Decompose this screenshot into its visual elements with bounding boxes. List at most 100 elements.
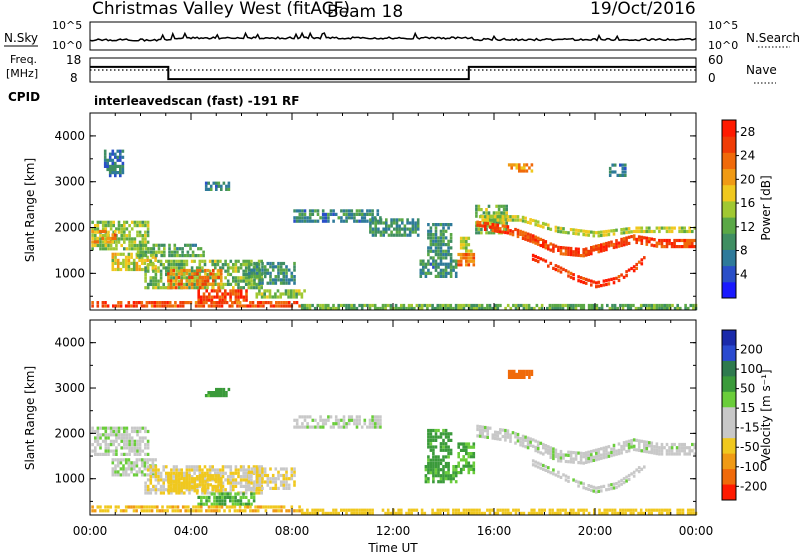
power-cell-1298: [340, 216, 343, 220]
power-cell-418: [183, 276, 186, 280]
power-cell-354: [157, 259, 160, 263]
power-cell-1619: [475, 214, 478, 218]
velocity-cell-294: [172, 471, 176, 475]
velocity-cell-468: [239, 475, 243, 479]
power-cell-725: [221, 292, 224, 296]
velocity-cell-51: [112, 443, 115, 447]
velocity-cell-740: [274, 477, 278, 481]
velocity-cell-707: [255, 473, 259, 478]
velocity-cell-1612: [617, 452, 621, 456]
power-cell-2008: [688, 238, 691, 243]
power-cell-1326: [363, 219, 367, 223]
power-cell-866: [282, 292, 285, 296]
velocity-cell-1729: [562, 473, 565, 477]
power-cell-792: [266, 268, 270, 272]
power-cell-2036: [569, 275, 573, 279]
power-cell-709: [208, 298, 211, 302]
power-cell-1391: [395, 224, 399, 228]
velocity-cell-38: [107, 446, 110, 450]
power-cell-1977: [658, 242, 661, 246]
power-cell-1774: [119, 174, 122, 178]
power-cell-1732: [222, 181, 226, 185]
power-cell-180: [114, 258, 117, 262]
power-cell-1574: [457, 263, 460, 267]
time-tick-0: 00:00: [73, 524, 108, 538]
velocity-cell-144: [111, 470, 115, 474]
power-cell-1483: [449, 259, 453, 263]
velocity-cell-1446: [481, 425, 484, 429]
velocity-cell-1045: [569, 508, 573, 512]
velocity-cell-1442: [478, 425, 482, 429]
velocity-cell-543: [172, 480, 175, 484]
power-cell-959: [218, 304, 221, 308]
power-cell-330: [146, 266, 150, 270]
power-cell-2090: [488, 218, 492, 222]
power-cell-2165: [602, 233, 606, 237]
velocity-cell-620: [217, 474, 220, 478]
velocity-cell-1429: [220, 387, 223, 392]
velocity-cell-112: [136, 452, 139, 456]
power-cell-761: [250, 271, 254, 275]
power-cell-1761: [111, 149, 115, 153]
velocity-cell-1265: [427, 461, 430, 466]
velocity-cell-562: [182, 483, 186, 487]
power-cell-975: [246, 304, 250, 308]
velocity-cell-1391: [510, 372, 513, 376]
velocity-cell-1098: [663, 508, 666, 512]
power-cell-1473: [444, 265, 448, 269]
velocity-cell-465: [239, 484, 243, 488]
frequency-trace: [90, 65, 696, 81]
velocity-cell-1374: [470, 467, 473, 471]
velocity-cell-944: [384, 511, 387, 515]
velocity-cell-282: [167, 471, 171, 475]
power-cell-1783: [121, 167, 125, 172]
power-cell-1472: [444, 268, 448, 272]
power-cell-1610: [465, 236, 468, 240]
power-cell-516: [221, 282, 225, 286]
power-cell-639: [180, 272, 183, 276]
power-cell-1048: [366, 303, 369, 308]
velocity-cell-1639: [637, 439, 641, 443]
velocity-cell-1455: [491, 436, 495, 440]
power-cell-1810: [481, 224, 484, 228]
velocity-cell-141: [146, 439, 150, 443]
power-cell-782: [261, 271, 264, 275]
power-cell-2057: [602, 283, 606, 287]
velocity-cell-1615: [620, 451, 623, 455]
velocity-cell-855: [225, 505, 229, 509]
power-cell-770: [255, 275, 259, 279]
power-cell-662: [198, 279, 202, 283]
power-cell-2130: [547, 226, 550, 231]
power-colorbar-tick-1: 8: [740, 244, 748, 258]
velocity-cell-905: [313, 511, 317, 515]
velocity-cell-1325: [444, 435, 448, 439]
power-cell-376: [167, 269, 171, 273]
power-cell-848: [258, 289, 261, 293]
velocity-cell-1426: [217, 387, 221, 392]
velocity-cell-758: [285, 480, 288, 484]
velocity-cell-260: [159, 484, 163, 488]
power-cell-1349: [371, 233, 375, 237]
power-cell-1158: [551, 306, 554, 311]
power-cell-34: [101, 224, 105, 228]
velocity-cell-571: [188, 483, 191, 487]
power-cell-1874: [547, 244, 550, 248]
velocity-cell-454: [234, 481, 238, 485]
power-cell-1932: [605, 241, 608, 246]
power-cell-1100: [449, 303, 453, 308]
power-cell-791: [266, 271, 270, 275]
power-cell-1684: [502, 221, 506, 225]
power-cell-1217: [647, 303, 651, 308]
power-cell-648: [188, 275, 191, 279]
power-cell-0: [91, 247, 94, 251]
power-cell-1561: [447, 249, 450, 253]
power-cell-1183: [587, 303, 591, 308]
velocity-cell-1600: [607, 454, 611, 458]
velocity-cell-1695: [683, 449, 686, 453]
power-cell-464: [198, 263, 202, 267]
velocity-cell-1309: [439, 442, 443, 446]
power-cell-661: [198, 282, 202, 286]
power-cell-969: [236, 304, 239, 308]
velocity-cell-609: [212, 477, 215, 481]
power-cell-44: [104, 220, 108, 224]
